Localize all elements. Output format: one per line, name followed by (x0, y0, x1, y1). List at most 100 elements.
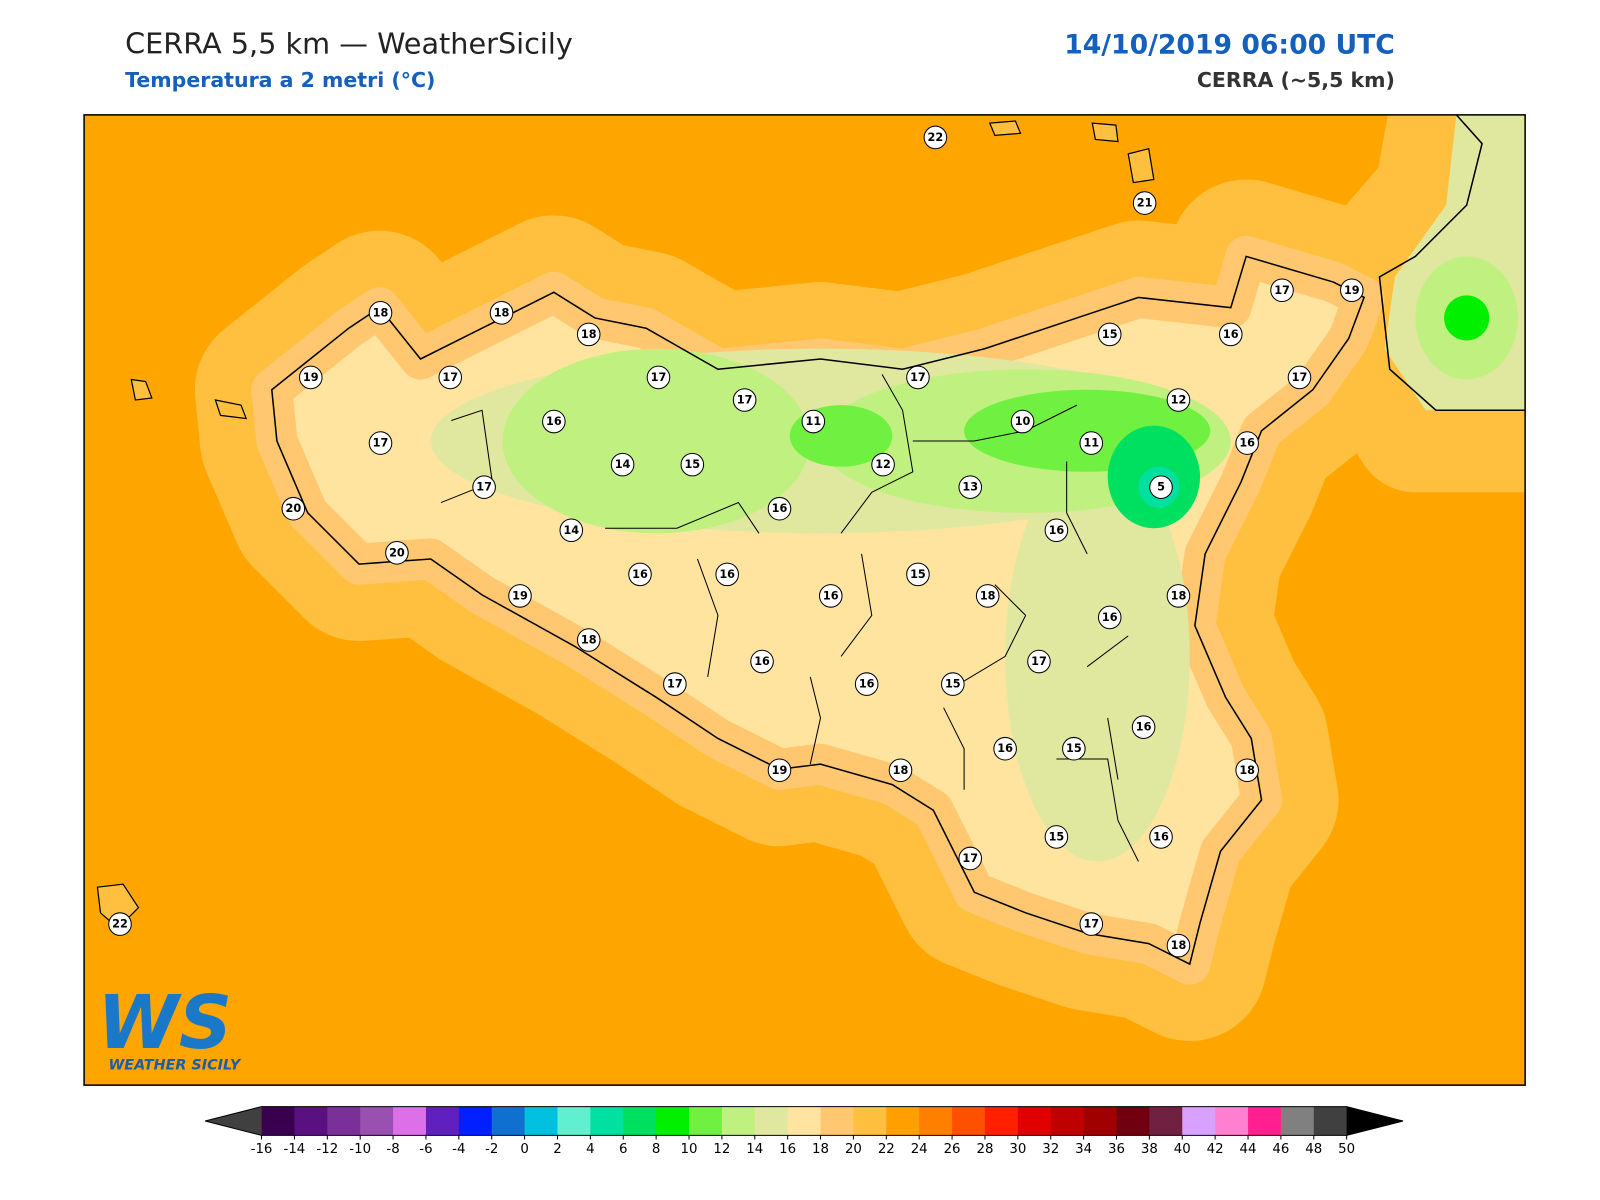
station: 18 (888, 758, 913, 783)
station-marker (818, 584, 843, 608)
colorbar-bin (754, 1106, 789, 1136)
colorbar-bin (689, 1106, 723, 1136)
colorbar-tick-label: 34 (1075, 1142, 1092, 1157)
model: CERRA (~5,5 km) (1197, 68, 1395, 92)
station-marker (1235, 758, 1259, 783)
colorbar-bin (1083, 1106, 1118, 1136)
colorbar-bin (294, 1106, 328, 1136)
station-value: 20 (285, 502, 301, 515)
station: 17 (732, 388, 757, 412)
colorbar-bin (1280, 1106, 1315, 1136)
station-marker (941, 672, 965, 696)
station: 16 (715, 562, 739, 587)
station-value: 16 (754, 655, 770, 668)
station-value: 12 (1171, 394, 1187, 407)
station: 17 (1079, 912, 1104, 936)
colorbar-tick-label: 2 (553, 1142, 561, 1157)
station-value: 16 (1049, 524, 1065, 537)
station: 12 (871, 452, 895, 477)
station-marker (368, 431, 393, 455)
station-value: 12 (875, 458, 891, 471)
station: 18 (1166, 933, 1191, 958)
station-marker (1044, 518, 1069, 543)
station-value: 15 (1102, 328, 1118, 341)
colorbar-bin (623, 1106, 657, 1136)
map-frame (83, 114, 1526, 1086)
colorbar-tick-label: -4 (452, 1142, 465, 1157)
colorbar-tick-label: 0 (520, 1142, 528, 1157)
station: 16 (1131, 715, 1156, 739)
station-value: 18 (494, 306, 510, 319)
station-value: 17 (667, 678, 683, 691)
colorbar-bin (1050, 1106, 1085, 1136)
station: 22 (108, 912, 132, 936)
stations: 22 21 18 18 18 19 17 17 17 17 15 16 17 19 17 12 10 11 16 11… (108, 125, 1364, 958)
station-value: 10 (1015, 415, 1031, 428)
station-marker (1149, 475, 1173, 499)
station-value: 20 (389, 546, 405, 559)
station: 16 (818, 584, 843, 608)
station: 15 (1062, 736, 1086, 761)
colorbar-bin (425, 1106, 460, 1136)
colorbar-tick-label: 8 (652, 1142, 660, 1157)
station: 16 (542, 409, 566, 434)
colorbar-tick-label: 38 (1141, 1142, 1158, 1157)
station-marker (767, 496, 792, 521)
station-value: 17 (737, 394, 753, 407)
logo-mark: WS (97, 980, 232, 1066)
station-marker (1218, 322, 1243, 347)
station-value: 16 (772, 502, 788, 515)
station-marker (576, 628, 601, 652)
colorbar-tick-label: 18 (812, 1142, 829, 1157)
station-value: 17 (373, 437, 389, 450)
colorbar-tick-label: 10 (681, 1142, 698, 1157)
station: 18 (368, 301, 393, 325)
station-value: 16 (859, 678, 875, 691)
station: 16 (1149, 825, 1173, 849)
station: 16 (750, 649, 774, 674)
colorbar-tick-label: 22 (878, 1142, 895, 1157)
station: 14 (559, 518, 584, 543)
colorbar-bin (458, 1106, 493, 1136)
station: 16 (854, 672, 879, 696)
province-borders (440, 374, 1139, 862)
station-marker (628, 562, 652, 587)
station: 19 (767, 758, 792, 783)
station-value: 15 (684, 458, 700, 471)
colorbar-tick-label: 42 (1207, 1142, 1224, 1157)
station-value: 16 (823, 589, 839, 602)
station-value: 19 (303, 371, 319, 384)
colorbar-tick-label: -6 (419, 1142, 432, 1157)
colorbar-bin (1215, 1106, 1249, 1136)
station: 15 (680, 452, 705, 477)
colorbar-bin (1116, 1106, 1150, 1136)
station-value: 18 (373, 306, 389, 319)
station: 17 (1287, 365, 1312, 390)
station-marker (610, 452, 635, 477)
colorbar-tick-label: -12 (316, 1142, 338, 1157)
temp-patch (1444, 295, 1490, 341)
colorbar-tick-label: 14 (746, 1142, 763, 1157)
title: CERRA 5,5 km — WeatherSicily (125, 26, 573, 60)
station-marker (368, 301, 393, 325)
station: 11 (801, 409, 826, 434)
station: 20 (281, 496, 306, 521)
station-value: 17 (1083, 918, 1099, 931)
station-marker (542, 409, 566, 434)
station-value: 19 (1344, 284, 1360, 297)
station-value: 16 (1223, 328, 1239, 341)
colorbar-bin (1149, 1106, 1183, 1136)
station: 21 (1132, 191, 1157, 215)
station-marker (489, 301, 514, 325)
colorbar-bin (1182, 1106, 1216, 1136)
station: 15 (906, 562, 930, 587)
station: 16 (1097, 605, 1122, 630)
colorbar-bin (491, 1106, 526, 1136)
colorbar-tick-label: -8 (386, 1142, 399, 1157)
station-marker (1027, 649, 1051, 674)
station-value: 16 (719, 568, 735, 581)
station-value: 16 (997, 742, 1013, 755)
station-value: 17 (962, 852, 978, 865)
station: 16 (993, 736, 1017, 761)
station-marker (680, 452, 705, 477)
